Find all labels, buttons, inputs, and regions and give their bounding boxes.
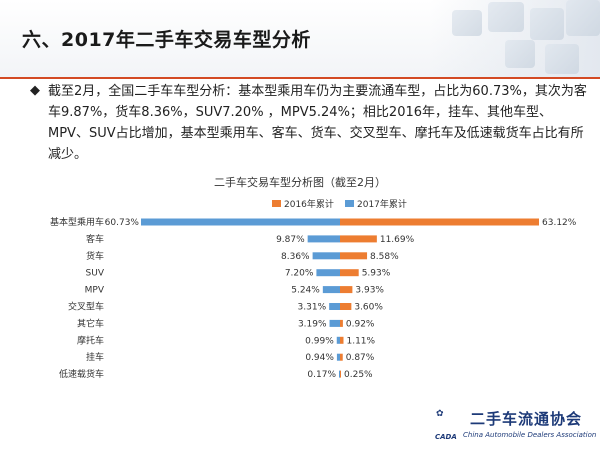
bar-2016 — [340, 252, 368, 260]
bar-2016 — [340, 353, 343, 361]
logo-english: China Automobile Dealers Association — [463, 431, 597, 439]
bar-2017 — [329, 319, 340, 327]
data-label-2016: 0.25% — [344, 370, 373, 380]
data-label-2017: 60.73% — [105, 218, 140, 228]
category-label: 交叉型车 — [68, 301, 104, 313]
bar-2016 — [340, 319, 343, 327]
data-label-2017: 8.36% — [281, 252, 310, 262]
category-label: 货车 — [86, 250, 104, 262]
data-label-2017: 0.17% — [307, 370, 336, 380]
data-label-2016: 0.92% — [346, 319, 375, 329]
cube-decoration — [545, 44, 579, 74]
slide-header: 六、2017年二手车交易车型分析 — [0, 0, 600, 78]
title-divider — [0, 77, 600, 79]
data-label-2016: 3.93% — [355, 286, 384, 296]
category-label: 基本型乘用车 — [50, 216, 104, 228]
bar-2017 — [329, 303, 340, 310]
cube-decoration — [452, 10, 482, 36]
bar-2016 — [340, 303, 352, 310]
bar-2016 — [340, 269, 359, 277]
data-label-2016: 11.69% — [380, 235, 415, 245]
bar-2016 — [340, 218, 539, 226]
legend-swatch-2017 — [345, 200, 354, 207]
category-label: 低速载货车 — [59, 368, 104, 380]
bar-2017 — [336, 336, 340, 344]
legend-item-2016: 2016年累计 — [272, 197, 334, 210]
data-label-2017: 0.99% — [305, 336, 334, 346]
data-label-2016: 3.60% — [354, 303, 383, 313]
legend-label-2016: 2016年累计 — [284, 200, 334, 210]
category-label: 摩托车 — [77, 334, 104, 346]
bar-2016 — [340, 370, 341, 378]
cube-decoration — [488, 2, 524, 32]
category-label: SUV — [86, 269, 105, 279]
bar-2016 — [340, 336, 344, 344]
bar-2017 — [316, 269, 340, 277]
data-label-2017: 3.31% — [298, 303, 327, 313]
cube-decoration — [530, 8, 564, 40]
bar-2017 — [322, 286, 340, 294]
data-label-2017: 5.24% — [291, 286, 320, 296]
bar-2016 — [340, 235, 377, 243]
legend-item-2017: 2017年累计 — [345, 197, 407, 210]
data-label-2016: 0.87% — [346, 353, 375, 363]
category-label: 客车 — [86, 233, 104, 245]
summary-paragraph: 截至2月，全国二手车车型分析：基本型乘用车仍为主要流通车型，占比为60.73%，… — [48, 84, 587, 162]
data-label-2017: 0.94% — [305, 353, 334, 363]
bar-2017 — [339, 370, 340, 378]
legend-label-2017: 2017年累计 — [357, 200, 407, 210]
bar-2017 — [336, 353, 340, 361]
logo-abbr: CADA — [435, 433, 457, 441]
data-label-2017: 9.87% — [276, 235, 305, 245]
slide-title: 六、2017年二手车交易车型分析 — [22, 29, 311, 51]
bar-2016 — [340, 286, 353, 294]
diamond-bullet-icon: ◆ — [30, 83, 40, 98]
bar-2017 — [312, 252, 340, 260]
cube-decoration — [566, 0, 600, 36]
bar-2017 — [141, 218, 340, 226]
bar-2017 — [307, 235, 340, 243]
chart-title: 二手车交易车型分析图（截至2月） — [214, 176, 386, 189]
data-label-2017: 3.19% — [298, 319, 327, 329]
data-label-2016: 63.12% — [542, 218, 577, 228]
logo-name: 二手车流通协会 — [470, 410, 583, 428]
category-label: 挂车 — [86, 351, 104, 363]
data-label-2016: 5.93% — [362, 269, 391, 279]
category-label: 其它车 — [77, 317, 104, 329]
flower-logo-icon: ✿ — [436, 409, 444, 419]
category-label: MPV — [85, 286, 105, 296]
data-label-2017: 7.20% — [285, 269, 314, 279]
data-label-2016: 8.58% — [370, 252, 399, 262]
legend-swatch-2016 — [272, 200, 281, 207]
cube-decoration — [505, 40, 535, 68]
data-label-2016: 1.11% — [346, 336, 375, 346]
